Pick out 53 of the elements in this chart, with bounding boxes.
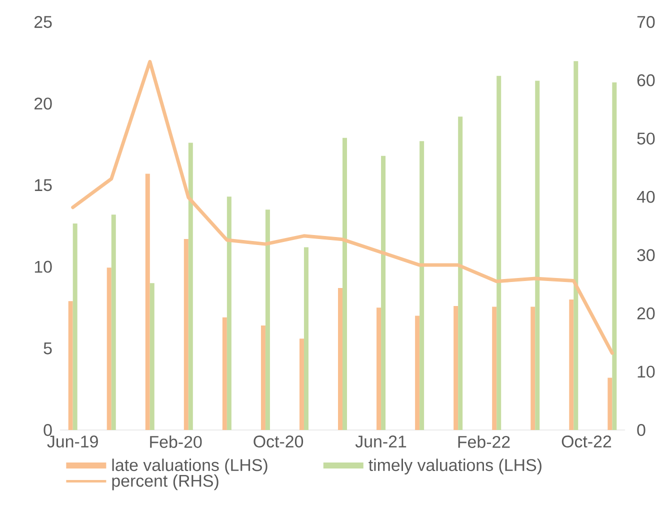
bar xyxy=(265,210,270,430)
y2-tick-label: 50 xyxy=(637,132,655,145)
bar xyxy=(188,142,193,430)
bar xyxy=(106,268,112,430)
bar xyxy=(150,283,154,430)
bar xyxy=(222,317,227,430)
bar xyxy=(574,61,578,430)
bar xyxy=(304,247,308,430)
bar xyxy=(111,214,116,430)
legend-label: late valuations (LHS) xyxy=(112,458,268,474)
bar xyxy=(496,76,502,430)
y2-tick-label: 10 xyxy=(638,366,655,378)
y-tick-label: 15 xyxy=(34,179,52,192)
bar xyxy=(415,316,420,430)
y2-tick-label: 60 xyxy=(637,74,655,86)
bar xyxy=(569,299,574,430)
bar xyxy=(530,306,536,430)
y2-tick-label: 40 xyxy=(636,190,655,203)
x-tick-label: Jun-19 xyxy=(47,436,98,448)
legend-label: percent (RHS) xyxy=(112,474,218,490)
y-tick-label: 20 xyxy=(34,98,52,110)
x-tick-label: Feb-20 xyxy=(150,436,202,448)
y-tick-label: 0 xyxy=(44,424,52,436)
y2-tick-label: 20 xyxy=(637,307,655,320)
bar xyxy=(458,116,463,430)
bar xyxy=(68,301,73,430)
bar xyxy=(299,338,304,430)
y-tick-label: 10 xyxy=(34,260,52,273)
bar xyxy=(260,326,266,430)
x-tick-label: Feb-22 xyxy=(458,436,510,448)
y2-tick-label: 70 xyxy=(637,16,655,28)
bar xyxy=(226,196,232,430)
bar xyxy=(338,288,343,430)
bar xyxy=(376,308,382,430)
x-tick-label: Oct-20 xyxy=(254,436,304,448)
y2-tick-label: 30 xyxy=(637,249,655,262)
legend-label: timely valuations (LHS) xyxy=(368,458,542,474)
x-tick-label: Jun-21 xyxy=(355,436,406,448)
bar xyxy=(454,306,458,430)
y-tick-label: 5 xyxy=(44,342,52,354)
x-tick-label: Oct-22 xyxy=(562,436,612,448)
bar xyxy=(184,239,188,430)
bar xyxy=(420,141,424,430)
bar xyxy=(535,80,540,430)
bar xyxy=(145,174,150,430)
bar xyxy=(342,138,348,430)
bar xyxy=(72,224,78,430)
bar xyxy=(612,82,617,430)
bar xyxy=(608,378,612,430)
bar xyxy=(381,156,386,430)
bar xyxy=(492,306,497,430)
y-tick-label: 25 xyxy=(34,16,52,28)
y2-tick-label: 0 xyxy=(637,424,646,436)
